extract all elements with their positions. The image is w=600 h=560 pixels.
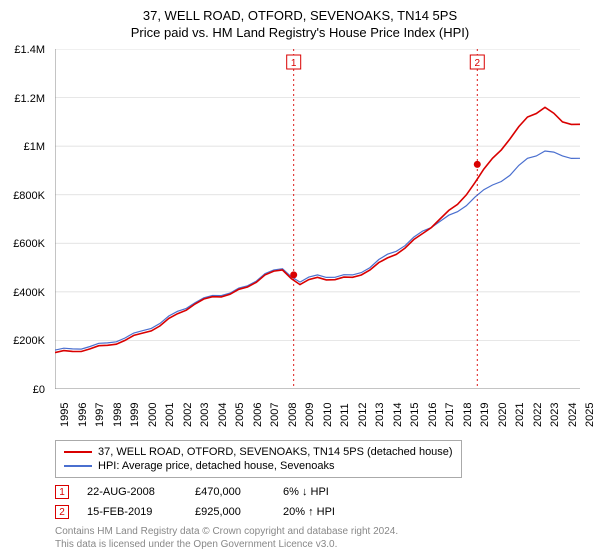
- chart-subtitle: Price paid vs. HM Land Registry's House …: [0, 25, 600, 40]
- y-tick-label: £400K: [13, 287, 45, 299]
- footer: Contains HM Land Registry data © Crown c…: [55, 525, 398, 551]
- sale-diff: 6% ↓ HPI: [283, 486, 393, 498]
- sale-date: 15-FEB-2019: [87, 506, 177, 518]
- chart-svg: 12: [55, 49, 580, 389]
- x-tick-label: 1998: [112, 403, 124, 427]
- x-tick-label: 1996: [77, 403, 89, 427]
- x-tick-label: 2021: [514, 403, 526, 427]
- x-tick-label: 2014: [392, 403, 404, 427]
- x-tick-label: 2005: [234, 403, 246, 427]
- x-tick-label: 2006: [252, 403, 264, 427]
- x-tick-label: 2004: [217, 403, 229, 427]
- x-tick-label: 2015: [409, 403, 421, 427]
- y-tick-label: £1.4M: [14, 44, 45, 56]
- x-tick-label: 2010: [322, 403, 334, 427]
- chart-title: 37, WELL ROAD, OTFORD, SEVENOAKS, TN14 5…: [0, 8, 600, 23]
- x-tick-label: 2017: [444, 403, 456, 427]
- legend-row: 37, WELL ROAD, OTFORD, SEVENOAKS, TN14 5…: [64, 445, 453, 459]
- x-tick-label: 2018: [462, 403, 474, 427]
- y-tick-label: £1M: [24, 141, 45, 153]
- sale-date: 22-AUG-2008: [87, 486, 177, 498]
- y-tick-label: £0: [33, 384, 45, 396]
- x-tick-label: 1995: [59, 403, 71, 427]
- x-tick-label: 2003: [199, 403, 211, 427]
- x-tick-label: 2007: [269, 403, 281, 427]
- x-tick-label: 2009: [304, 403, 316, 427]
- y-tick-label: £800K: [13, 190, 45, 202]
- x-tick-label: 2012: [357, 403, 369, 427]
- sale-marker-box: 1: [55, 485, 69, 499]
- y-tick-label: £1.2M: [14, 93, 45, 105]
- x-tick-label: 2022: [532, 403, 544, 427]
- y-tick-label: £600K: [13, 238, 45, 250]
- sale-row: 1 22-AUG-2008 £470,000 6% ↓ HPI: [55, 482, 393, 502]
- x-tick-label: 2011: [339, 403, 351, 427]
- legend: 37, WELL ROAD, OTFORD, SEVENOAKS, TN14 5…: [55, 440, 462, 478]
- x-axis: 1995 1996 1997 1998 1999 2000 2001 2002 2003 2004…: [55, 395, 580, 435]
- sales-table: 1 22-AUG-2008 £470,000 6% ↓ HPI2 15-FEB-…: [55, 482, 393, 522]
- legend-swatch: [64, 465, 92, 467]
- chart-area: 12: [55, 49, 580, 389]
- x-tick-label: 2013: [374, 403, 386, 427]
- x-tick-label: 2001: [164, 403, 176, 427]
- svg-text:1: 1: [291, 58, 297, 69]
- x-tick-label: 2025: [584, 403, 596, 427]
- svg-text:2: 2: [474, 58, 480, 69]
- legend-label: HPI: Average price, detached house, Seve…: [98, 460, 334, 472]
- x-tick-label: 1999: [129, 403, 141, 427]
- sale-row: 2 15-FEB-2019 £925,000 20% ↑ HPI: [55, 502, 393, 522]
- x-tick-label: 2023: [549, 403, 561, 427]
- x-tick-label: 2002: [182, 403, 194, 427]
- sale-price: £470,000: [195, 486, 265, 498]
- y-axis: £0£200K£400K£600K£800K£1M£1.2M£1.4M: [0, 50, 50, 390]
- legend-row: HPI: Average price, detached house, Seve…: [64, 459, 453, 473]
- y-tick-label: £200K: [13, 335, 45, 347]
- footer-line1: Contains HM Land Registry data © Crown c…: [55, 525, 398, 538]
- x-tick-label: 2020: [497, 403, 509, 427]
- x-tick-label: 1997: [94, 403, 106, 427]
- legend-label: 37, WELL ROAD, OTFORD, SEVENOAKS, TN14 5…: [98, 446, 453, 458]
- x-tick-label: 2008: [287, 403, 299, 427]
- footer-line2: This data is licensed under the Open Gov…: [55, 538, 398, 551]
- x-tick-label: 2016: [427, 403, 439, 427]
- legend-swatch: [64, 451, 92, 453]
- x-tick-label: 2024: [567, 403, 579, 427]
- x-tick-label: 2019: [479, 403, 491, 427]
- sale-diff: 20% ↑ HPI: [283, 506, 393, 518]
- x-tick-label: 2000: [147, 403, 159, 427]
- sale-marker-box: 2: [55, 505, 69, 519]
- sale-price: £925,000: [195, 506, 265, 518]
